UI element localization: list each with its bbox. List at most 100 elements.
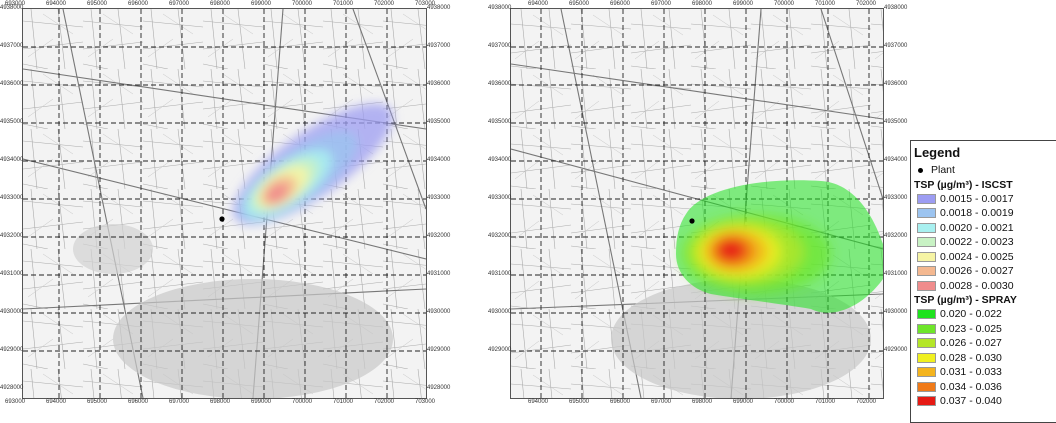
plant-marker (689, 218, 695, 224)
legend-iscst-item: 0.0024 - 0.0025 (914, 250, 1056, 265)
x-tick-label: 700000 (774, 399, 795, 405)
legend-label: 0.023 - 0.025 (940, 322, 1002, 335)
color-swatch (917, 237, 936, 248)
spray-plume (676, 180, 883, 313)
legend-label: 0.020 - 0.022 (940, 308, 1002, 321)
x-tick-label: 700000 (292, 1, 313, 7)
color-swatch (917, 266, 936, 277)
y-tick-label: 4937000 (488, 43, 512, 49)
x-tick-label: 703000 (415, 399, 436, 405)
y-tick-label: 4932000 (0, 233, 24, 239)
x-tick-label: 697000 (651, 1, 672, 7)
x-tick-label: 702000 (374, 1, 395, 7)
y-tick-label: 4935000 (0, 119, 24, 125)
x-tick-label: 695000 (569, 399, 590, 405)
x-tick-label: 693000 (5, 1, 26, 7)
legend-label: 0.0022 - 0.0023 (940, 236, 1014, 249)
y-tick-label: 4936000 (884, 81, 908, 87)
x-tick-label: 699000 (733, 1, 754, 7)
legend-spray-item: 0.034 - 0.036 (914, 380, 1056, 395)
legend-spray-item: 0.023 - 0.025 (914, 322, 1056, 337)
x-tick-label: 694000 (528, 1, 549, 7)
x-tick-label: 698000 (210, 1, 231, 7)
legend-spray-item: 0.031 - 0.033 (914, 365, 1056, 380)
legend-iscst-item: 0.0028 - 0.0030 (914, 279, 1056, 294)
coordinate-grid (23, 9, 426, 398)
x-tick-label: 695000 (569, 1, 590, 7)
y-tick-label: 4933000 (488, 195, 512, 201)
plant-marker (219, 216, 225, 222)
color-swatch (917, 193, 936, 204)
x-tick-label: 696000 (610, 1, 631, 7)
y-tick-label: 4933000 (0, 195, 24, 201)
y-tick-label: 4930000 (488, 309, 512, 315)
y-tick-label: 4931000 (488, 271, 512, 277)
legend-label: 0.0015 - 0.0017 (940, 192, 1014, 205)
y-tick-label: 4934000 (884, 157, 908, 163)
iscst-plume (233, 103, 393, 225)
y-tick-label: 4936000 (427, 81, 451, 87)
map-iscst-canvas (23, 9, 426, 398)
y-tick-label: 4935000 (884, 119, 908, 125)
legend-panel: Legend Plant TSP (µg/m³) - ISCST 0.0015 … (910, 140, 1056, 423)
y-tick-label: 4929000 (488, 347, 512, 353)
urban-area (113, 279, 393, 398)
color-swatch (917, 251, 936, 262)
color-swatch (917, 396, 936, 407)
legend-label: 0.0020 - 0.0021 (940, 221, 1014, 234)
x-tick-label: 696000 (610, 399, 631, 405)
x-tick-label: 701000 (333, 1, 354, 7)
x-tick-label: 698000 (692, 399, 713, 405)
legend-label: 0.0028 - 0.0030 (940, 279, 1014, 292)
y-tick-label: 4928000 (427, 385, 451, 391)
plant-dot-icon (918, 167, 923, 173)
y-tick-label: 4932000 (884, 233, 908, 239)
x-tick-label: 699000 (733, 399, 754, 405)
x-tick-label: 701000 (815, 399, 836, 405)
legend-label: 0.0026 - 0.0027 (940, 265, 1014, 278)
legend-iscst-item: 0.0026 - 0.0027 (914, 264, 1056, 279)
y-tick-label: 4930000 (427, 309, 451, 315)
legend-label: 0.0018 - 0.0019 (940, 207, 1014, 220)
y-tick-label: 4937000 (427, 43, 451, 49)
legend-iscst-item: 0.0018 - 0.0019 (914, 206, 1056, 221)
x-tick-label: 697000 (651, 399, 672, 405)
x-tick-label: 699000 (251, 1, 272, 7)
color-swatch (917, 352, 936, 363)
x-tick-label: 698000 (692, 1, 713, 7)
y-tick-label: 4934000 (488, 157, 512, 163)
y-tick-label: 4929000 (427, 347, 451, 353)
legend-label: 0.031 - 0.033 (940, 366, 1002, 379)
legend-section-iscst-title: TSP (µg/m³) - ISCST (914, 178, 1013, 191)
y-tick-label: 4932000 (488, 233, 512, 239)
x-tick-label: 697000 (169, 399, 190, 405)
y-tick-label: 4937000 (884, 43, 908, 49)
legend-iscst-item: 0.0020 - 0.0021 (914, 221, 1056, 236)
x-tick-label: 700000 (774, 1, 795, 7)
y-tick-label: 4930000 (884, 309, 908, 315)
x-tick-label: 700000 (292, 399, 313, 405)
x-tick-label: 701000 (815, 1, 836, 7)
legend-label: 0.034 - 0.036 (940, 380, 1002, 393)
x-tick-label: 702000 (856, 399, 877, 405)
map-iscst (22, 8, 427, 399)
legend-label: 0.037 - 0.040 (940, 395, 1002, 408)
x-tick-label: 699000 (251, 399, 272, 405)
legend-title: Legend (914, 145, 961, 160)
x-tick-label: 695000 (87, 1, 108, 7)
y-tick-label: 4935000 (488, 119, 512, 125)
y-tick-label: 4934000 (427, 157, 451, 163)
legend-label: 0.026 - 0.027 (940, 337, 1002, 350)
y-tick-label: 4933000 (427, 195, 451, 201)
x-tick-label: 693000 (5, 399, 26, 405)
x-tick-label: 694000 (46, 1, 67, 7)
legend-spray-item: 0.028 - 0.030 (914, 351, 1056, 366)
y-tick-label: 4938000 (488, 5, 512, 11)
x-tick-label: 701000 (333, 399, 354, 405)
legend-spray-item: 0.020 - 0.022 (914, 307, 1056, 322)
x-tick-label: 696000 (128, 399, 149, 405)
y-tick-label: 4933000 (884, 195, 908, 201)
color-swatch (917, 280, 936, 291)
x-tick-label: 702000 (856, 1, 877, 7)
y-tick-label: 4934000 (0, 157, 24, 163)
